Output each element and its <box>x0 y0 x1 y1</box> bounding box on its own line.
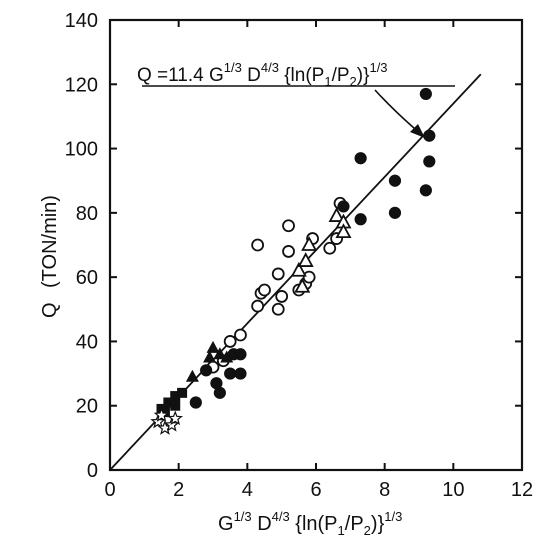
filled-circle-point <box>224 367 237 380</box>
y-tick-label: 0 <box>87 460 98 482</box>
filled-triangle-point <box>206 340 220 353</box>
x-tick-label: 4 <box>242 479 253 501</box>
y-tick-label: 120 <box>65 74 98 96</box>
filled-circle-point <box>337 200 350 213</box>
filled-square-point <box>159 407 170 418</box>
filled-triangle-point <box>185 369 199 382</box>
x-tick-label: 0 <box>104 479 115 501</box>
filled-circle-point <box>423 129 436 142</box>
open-circle-point <box>282 245 295 258</box>
filled-triangle-point <box>203 350 217 363</box>
open-circle-point <box>223 335 237 348</box>
filled-circle-point <box>419 184 432 197</box>
filled-circle-point <box>423 155 436 168</box>
x-tick-label: 2 <box>173 479 184 501</box>
open-triangle-point <box>294 277 311 293</box>
open-star-point <box>164 416 180 432</box>
open-circle-point <box>271 267 285 281</box>
x-tick-label: 10 <box>442 479 464 501</box>
filled-circle-point <box>388 206 402 219</box>
y-tick-label: 100 <box>65 139 98 161</box>
annotation-text: Q =11.4 G1/3 D4/3 {ln(P1/P2)}1/3 <box>137 60 388 89</box>
open-triangle-point <box>290 261 307 277</box>
y-tick-label: 60 <box>76 267 98 289</box>
open-triangle-point <box>301 236 318 251</box>
filled-circle-point <box>354 213 367 226</box>
filled-circle-point <box>189 396 202 409</box>
filled-circle-point <box>354 152 367 165</box>
open-triangle-point <box>328 207 345 222</box>
open-circle-point <box>275 290 289 303</box>
y-tick-label: 20 <box>76 396 98 418</box>
open-circle-point <box>251 299 265 313</box>
filled-square-point <box>170 391 181 402</box>
x-tick-label: 8 <box>379 479 390 501</box>
filled-circle-point <box>234 367 247 380</box>
data-points <box>150 87 436 435</box>
filled-circle-point <box>213 386 226 399</box>
open-circle-point <box>251 238 265 252</box>
y-axis-symbol: Q <box>39 302 61 318</box>
filled-triangle-point <box>220 350 234 363</box>
filled-square-point <box>177 387 188 398</box>
filled-square-point <box>163 397 174 408</box>
filled-circle-point <box>419 87 432 101</box>
filled-circle-point <box>234 348 247 361</box>
open-circle-point <box>258 283 271 297</box>
filled-circle-point <box>388 174 402 187</box>
y-axis-unit: (TON/min) <box>39 195 61 288</box>
filled-square-point <box>170 400 181 411</box>
filled-circle-point <box>200 364 213 377</box>
y-tick-label: 40 <box>76 331 98 353</box>
open-triangle-point <box>297 252 314 267</box>
open-circle-point <box>323 241 337 255</box>
open-circle-point <box>282 219 295 233</box>
annotation-arrowhead <box>410 124 425 138</box>
x-tick-label: 12 <box>511 479 533 501</box>
x-tick-label: 6 <box>310 479 321 501</box>
open-circle-point <box>302 270 316 284</box>
open-star-point <box>150 413 166 429</box>
open-circle-point <box>234 328 247 342</box>
open-triangle-point <box>335 223 352 239</box>
open-star-point <box>167 410 183 426</box>
x-axis-title: G1/3 D4/3 {ln(P1/P2)}1/3 <box>218 509 402 538</box>
y-tick-label: 80 <box>76 203 98 225</box>
y-axis-title: Q (TON/min) <box>39 195 61 318</box>
y-tick-label: 140 <box>65 10 98 32</box>
filled-triangle-point <box>213 347 227 360</box>
open-circle-point <box>271 302 285 316</box>
open-star-point <box>153 407 170 422</box>
